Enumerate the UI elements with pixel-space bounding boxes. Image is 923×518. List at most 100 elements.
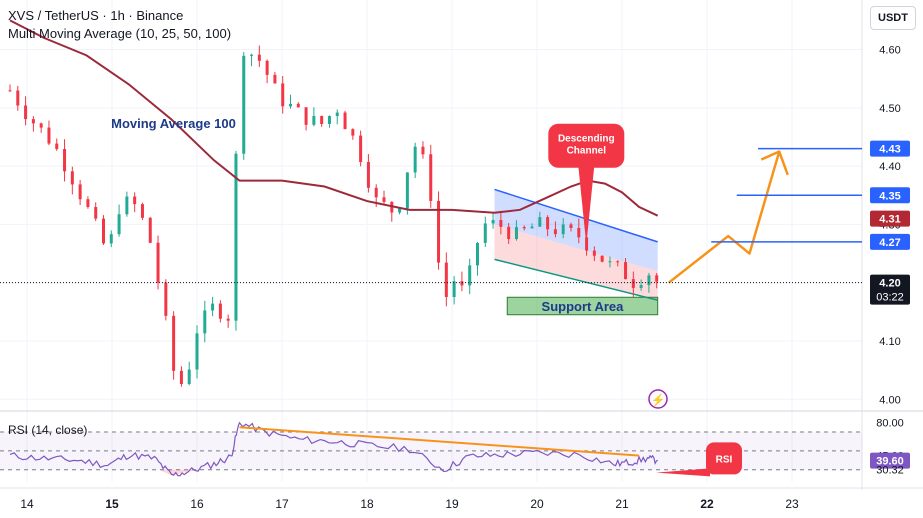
candle[interactable] (624, 257, 628, 280)
candle[interactable] (63, 139, 67, 182)
candle[interactable] (117, 204, 121, 237)
candle[interactable] (390, 201, 394, 222)
candle[interactable] (31, 116, 35, 132)
channel-bottom-line[interactable] (494, 258, 658, 301)
candle[interactable] (296, 102, 300, 108)
candle[interactable] (592, 246, 596, 262)
rsi-line[interactable] (9, 421, 658, 477)
candle[interactable] (460, 271, 464, 292)
candle[interactable] (172, 311, 176, 380)
currency-button[interactable]: USDT (870, 6, 916, 30)
candle[interactable] (382, 190, 386, 205)
candle[interactable] (476, 242, 479, 276)
candle[interactable] (608, 256, 612, 268)
candle[interactable] (491, 211, 495, 229)
candle[interactable] (366, 154, 370, 193)
candle[interactable] (273, 72, 277, 84)
candle[interactable] (289, 94, 292, 109)
candle[interactable] (600, 255, 604, 263)
candle[interactable] (195, 325, 199, 379)
rsi-tick-label: 30.32 (876, 464, 904, 476)
candle[interactable] (553, 221, 557, 238)
candle[interactable] (421, 141, 425, 159)
candle[interactable] (39, 122, 43, 133)
candle[interactable] (70, 166, 74, 195)
ma100-line[interactable] (9, 19, 659, 217)
candle[interactable] (577, 218, 581, 244)
candle[interactable] (452, 276, 456, 305)
bolt-glyph: ⚡ (651, 393, 666, 407)
candle[interactable] (546, 215, 550, 237)
candle[interactable] (24, 96, 28, 126)
candle[interactable] (226, 314, 230, 328)
descending-channel-callout[interactable]: Descending Channel (548, 123, 625, 245)
candle[interactable] (234, 150, 238, 331)
candle[interactable] (437, 191, 441, 270)
projection-arrowhead (760, 150, 780, 161)
price-tick-label: 4.50 (879, 103, 900, 115)
bolt-logo-icon[interactable]: ⚡ (648, 389, 668, 409)
candle[interactable] (507, 222, 511, 244)
candle[interactable] (187, 361, 191, 386)
candle[interactable] (351, 128, 355, 140)
candle[interactable] (164, 279, 168, 321)
support-area-box[interactable] (506, 296, 659, 316)
candle[interactable] (561, 218, 565, 239)
candle[interactable] (109, 230, 113, 248)
candle[interactable] (327, 115, 331, 128)
candle[interactable] (335, 109, 339, 125)
candle[interactable] (242, 52, 246, 160)
candle[interactable] (569, 222, 573, 232)
candle[interactable] (203, 300, 207, 343)
candle[interactable] (125, 191, 129, 217)
candle[interactable] (522, 225, 526, 231)
candle[interactable] (133, 192, 137, 213)
candle[interactable] (179, 366, 183, 387)
rsi-callout[interactable]: RSI (656, 442, 742, 477)
price-label-text: 4.20 (879, 278, 900, 290)
candle[interactable] (639, 279, 643, 291)
candle[interactable] (514, 220, 518, 241)
rsi-tick-label: 80.00 (876, 418, 904, 430)
candle[interactable] (281, 75, 285, 114)
candle[interactable] (538, 211, 542, 228)
candle[interactable] (444, 252, 448, 307)
candle[interactable] (148, 216, 152, 244)
candle[interactable] (218, 300, 222, 323)
candle[interactable] (102, 215, 105, 246)
rsi-divergence-line[interactable] (239, 426, 640, 457)
candle[interactable] (94, 202, 98, 222)
candle[interactable] (530, 223, 534, 229)
candle[interactable] (312, 107, 316, 127)
candle[interactable] (429, 144, 433, 208)
candle[interactable] (359, 130, 363, 167)
candle[interactable] (78, 180, 82, 206)
candle[interactable] (86, 196, 90, 209)
projection-path[interactable] (667, 150, 789, 284)
candle[interactable] (257, 45, 261, 67)
candle[interactable] (483, 216, 487, 248)
candle[interactable] (211, 296, 215, 317)
candle[interactable] (655, 272, 659, 289)
candle[interactable] (55, 138, 59, 151)
candle[interactable] (468, 258, 472, 295)
candle[interactable] (304, 107, 308, 131)
candle[interactable] (405, 172, 409, 215)
candle[interactable] (499, 210, 503, 235)
candle[interactable] (343, 110, 347, 130)
candle[interactable] (250, 53, 254, 67)
candle[interactable] (413, 142, 417, 179)
channel-top-line[interactable] (494, 188, 658, 243)
price-label-text: 4.31 (879, 214, 900, 226)
candle[interactable] (616, 260, 620, 267)
candle[interactable] (320, 115, 324, 127)
candle[interactable] (265, 59, 269, 84)
candle[interactable] (156, 235, 160, 290)
candle[interactable] (8, 84, 12, 92)
support-area-label: Support Area (542, 299, 625, 314)
candle[interactable] (631, 271, 635, 297)
candle[interactable] (16, 85, 20, 111)
candle[interactable] (47, 120, 51, 146)
candle[interactable] (140, 202, 144, 221)
